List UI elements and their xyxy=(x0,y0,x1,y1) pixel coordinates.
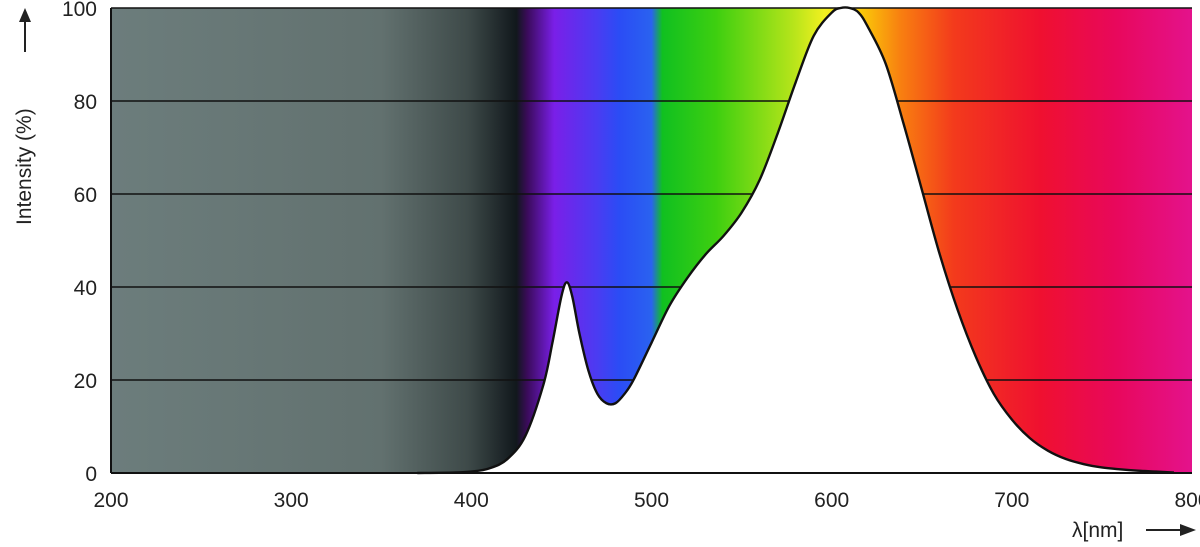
x-axis-label: λ[nm] xyxy=(1072,519,1123,542)
y-tick-label-80: 80 xyxy=(74,91,97,114)
y-axis-label-group: Intensity (%) xyxy=(13,8,36,225)
y-axis-label: Intensity (%) xyxy=(13,108,36,225)
x-tick-label-400: 400 xyxy=(454,489,489,512)
x-tick-label-500: 500 xyxy=(634,489,669,512)
y-axis-arrow-head xyxy=(19,8,31,22)
gridlines xyxy=(111,7,1192,381)
x-axis-label-group: λ[nm] xyxy=(1072,519,1196,542)
y-tick-label-100: 100 xyxy=(62,0,97,21)
y-tick-label-0: 0 xyxy=(85,463,97,486)
x-tick-label-800: 800 xyxy=(1174,489,1200,512)
axes xyxy=(110,8,1192,474)
y-tick-label-40: 40 xyxy=(74,277,97,300)
y-tick-label-20: 20 xyxy=(74,370,97,393)
x-tick-label-600: 600 xyxy=(814,489,849,512)
emission-area-fill xyxy=(417,7,1174,473)
x-tick-label-700: 700 xyxy=(994,489,1029,512)
x-tick-labels: 200 300 400 500 600 700 800 xyxy=(93,489,1200,512)
x-tick-label-200: 200 xyxy=(93,489,128,512)
x-tick-label-300: 300 xyxy=(274,489,309,512)
emission-curve-line xyxy=(417,6,1175,475)
series-group xyxy=(417,6,1175,475)
y-tick-labels: 0 20 40 60 80 100 xyxy=(62,0,97,486)
y-tick-label-60: 60 xyxy=(74,184,97,207)
x-axis-arrow-head xyxy=(1180,524,1196,536)
